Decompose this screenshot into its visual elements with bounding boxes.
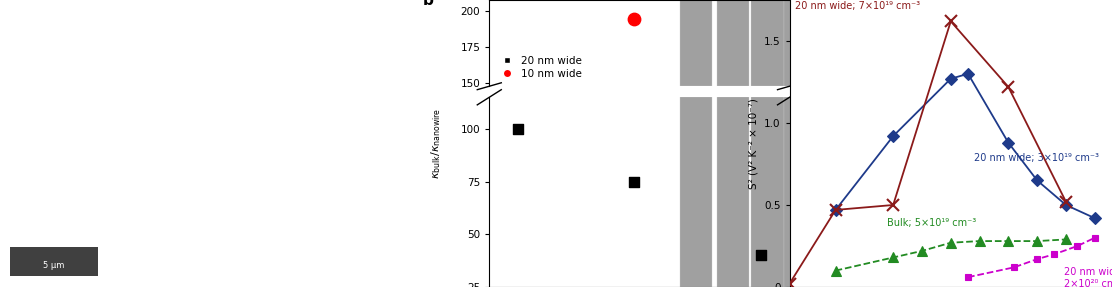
Bar <box>717 97 749 287</box>
Text: 5 μm: 5 μm <box>43 261 64 270</box>
Point <box>625 16 643 21</box>
Text: Bulk; 5×10¹⁹ cm⁻³: Bulk; 5×10¹⁹ cm⁻³ <box>887 218 976 228</box>
Text: 20 nm wide; 3×10¹⁹ cm⁻³: 20 nm wide; 3×10¹⁹ cm⁻³ <box>974 152 1099 162</box>
Bar <box>10 247 98 276</box>
Bar <box>679 0 712 86</box>
Text: 20 nm wide; 7×10¹⁹ cm⁻³: 20 nm wide; 7×10¹⁹ cm⁻³ <box>795 1 921 11</box>
Point <box>625 179 643 184</box>
Point <box>509 127 527 131</box>
Text: a: a <box>14 9 26 24</box>
Point <box>746 53 764 57</box>
Text: $\kappa_{\rm bulk}/\kappa_{\rm nanowire}$: $\kappa_{\rm bulk}/\kappa_{\rm nanowire}… <box>429 108 443 179</box>
Bar <box>784 97 793 287</box>
Legend: 20 nm wide, 10 nm wide: 20 nm wide, 10 nm wide <box>495 54 584 81</box>
Text: b: b <box>424 0 434 8</box>
Bar <box>679 97 712 287</box>
Bar <box>784 0 793 86</box>
Point <box>752 253 770 258</box>
Y-axis label: S² (V² K⁻² × 10⁻⁷): S² (V² K⁻² × 10⁻⁷) <box>748 98 758 189</box>
Bar <box>717 0 749 86</box>
Text: 20 nm wide;
2×10²⁰ cm⁻³: 20 nm wide; 2×10²⁰ cm⁻³ <box>1063 267 1112 287</box>
Bar <box>752 0 784 86</box>
Bar <box>752 97 784 287</box>
